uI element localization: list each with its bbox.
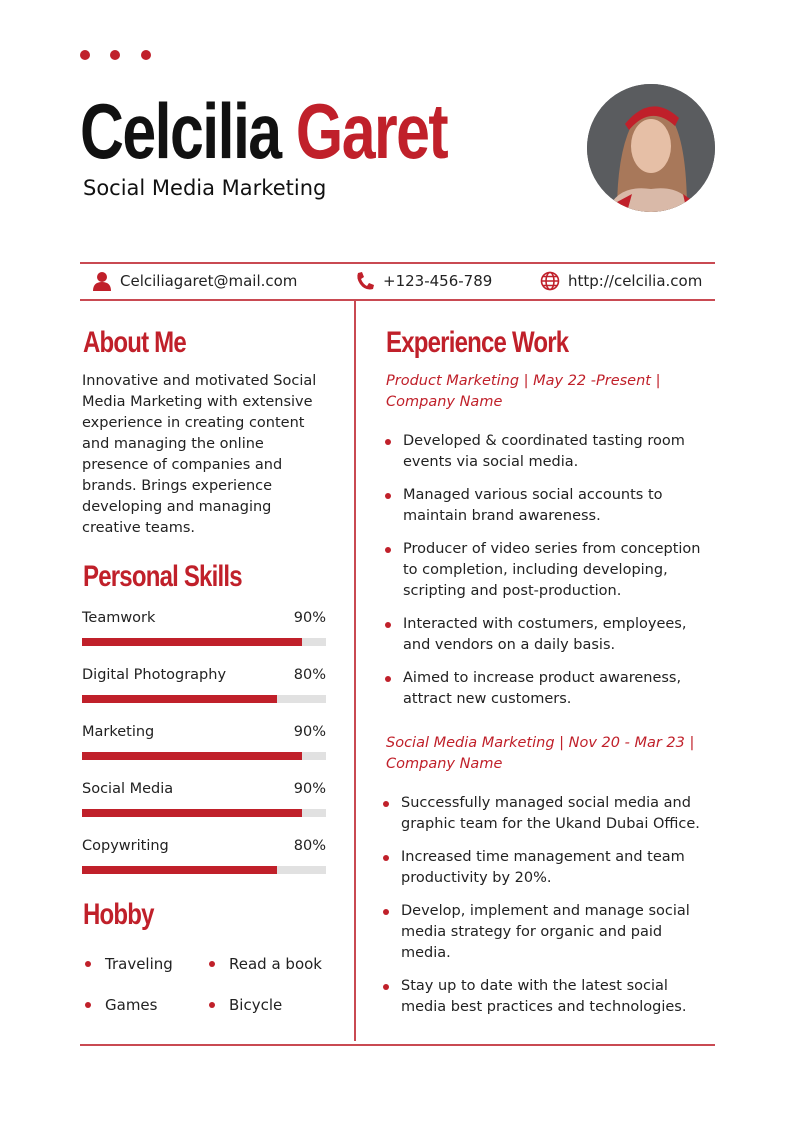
contact-website[interactable]: http://celcilia.com — [540, 271, 702, 291]
job-title-2: Social Media Marketing | Nov 20 - Mar 23… — [386, 735, 695, 772]
divider — [80, 1044, 715, 1046]
job-title: Social Media Marketing — [83, 176, 327, 200]
skill-item: Social Media 90% — [82, 779, 326, 817]
skill-bar-fill — [82, 695, 278, 703]
about-heading: About Me — [83, 326, 187, 359]
decorative-dot — [141, 50, 151, 60]
last-name: Garet — [295, 87, 449, 175]
skill-label: Social Media — [82, 781, 174, 797]
hobby-item: Read a book — [209, 955, 322, 973]
skill-bar-fill — [82, 752, 302, 760]
globe-icon — [540, 271, 560, 291]
bullet-item: Developed & coordinated tasting room eve… — [385, 431, 715, 473]
job-bullets-2: Successfully managed social media and gr… — [383, 793, 713, 1030]
experience-heading: Experience Work — [386, 326, 569, 359]
hobby-item: Games — [85, 996, 157, 1014]
skill-bar-fill — [82, 866, 278, 874]
skill-label: Teamwork — [82, 610, 156, 626]
job-bullets-1: Developed & coordinated tasting room eve… — [385, 431, 715, 722]
skill-bar — [82, 809, 326, 817]
bullet-icon — [85, 1002, 91, 1008]
skill-label: Copywriting — [82, 838, 169, 854]
bullet-icon — [209, 1002, 215, 1008]
about-text: Innovative and motivated Social Media Ma… — [82, 373, 317, 536]
email-text: Celciliagaret@mail.com — [120, 272, 298, 290]
phone-text: +123-456-789 — [383, 272, 493, 290]
bullet-item: Successfully managed social media and gr… — [383, 793, 713, 835]
hobby-label: Traveling — [105, 955, 173, 973]
skill-item: Teamwork 90% — [82, 608, 326, 646]
hobby-item: Bicycle — [209, 996, 282, 1014]
decorative-dot — [80, 50, 90, 60]
bullet-item: Interacted with costumers, employees, an… — [385, 614, 715, 656]
contact-email[interactable]: Celciliagaret@mail.com — [92, 271, 297, 291]
skill-bar — [82, 695, 326, 703]
contact-phone[interactable]: +123-456-789 — [355, 271, 492, 291]
skill-bar-fill — [82, 809, 302, 817]
user-icon — [93, 272, 111, 291]
skill-percent: 90% — [293, 724, 326, 740]
skill-bar — [82, 638, 326, 646]
bullet-item: Stay up to date with the latest social m… — [383, 976, 713, 1018]
hobby-label: Bicycle — [229, 996, 283, 1014]
skill-percent: 80% — [293, 838, 326, 854]
hobby-label: Games — [105, 996, 158, 1014]
skill-item: Digital Photography 80% — [82, 665, 326, 703]
decorative-dot — [110, 50, 120, 60]
phone-icon — [357, 272, 374, 290]
profile-photo — [587, 84, 715, 212]
skill-bar — [82, 866, 326, 874]
skill-label: Digital Photography — [82, 667, 227, 683]
skill-item: Marketing 90% — [82, 722, 326, 760]
skill-item: Copywriting 80% — [82, 836, 326, 874]
divider — [80, 299, 715, 301]
hobby-label: Read a book — [229, 955, 322, 973]
bullet-item: Managed various social accounts to maint… — [385, 485, 715, 527]
job-title-1: Product Marketing | May 22 -Present | Co… — [386, 373, 661, 410]
bullet-icon — [209, 961, 215, 967]
skill-percent: 90% — [293, 781, 326, 797]
skill-bar-fill — [82, 638, 302, 646]
skill-label: Marketing — [82, 724, 155, 740]
divider — [80, 262, 715, 264]
skill-bar — [82, 752, 326, 760]
bullet-icon — [85, 961, 91, 967]
bullet-item: Producer of video series from conception… — [385, 539, 715, 602]
skill-percent: 90% — [293, 610, 326, 626]
column-divider — [354, 300, 356, 1041]
website-text: http://celcilia.com — [568, 272, 703, 290]
hobby-item: Traveling — [85, 955, 173, 973]
bullet-item: Develop, implement and manage social med… — [383, 901, 713, 964]
first-name: Celcilia — [80, 87, 282, 175]
skill-percent: 80% — [293, 667, 326, 683]
full-name: Celcilia Garet — [80, 92, 449, 170]
bullet-item: Aimed to increase product awareness, att… — [385, 668, 715, 710]
skills-heading: Personal Skills — [83, 560, 243, 593]
bullet-item: Increased time management and team produ… — [383, 847, 713, 889]
hobby-heading: Hobby — [83, 898, 154, 931]
